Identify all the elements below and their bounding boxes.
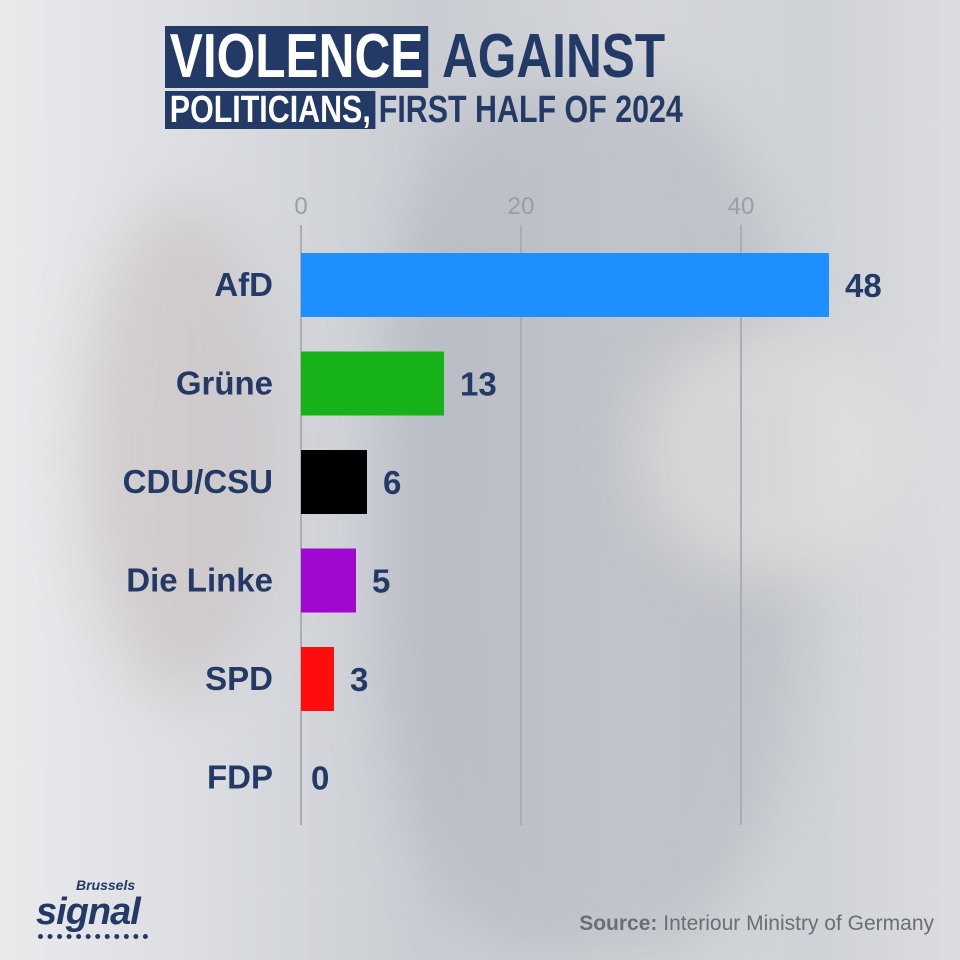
category-label: Grüne [176, 365, 273, 402]
logo-main-text: signal [36, 891, 141, 933]
category-label: Die Linke [126, 562, 273, 599]
bar [301, 548, 356, 613]
category-label: CDU/CSU [123, 463, 273, 500]
data-label: 5 [372, 563, 390, 600]
source-label: Source: [579, 912, 658, 935]
category-label: AfD [214, 266, 273, 303]
bar [301, 647, 334, 711]
subtitle-highlight: POLITICIANS, [165, 91, 376, 129]
source-text: Interiour Ministry of Germany [663, 912, 934, 935]
title-highlight: VIOLENCE [165, 26, 429, 88]
data-label: 48 [845, 267, 882, 304]
data-label: 13 [460, 366, 497, 403]
title-line-2: POLITICIANS, FIRST HALF OF 2024 [165, 91, 683, 129]
data-label: 0 [311, 760, 329, 797]
bar [301, 450, 367, 514]
x-tick-label: 0 [294, 193, 307, 220]
title-line-1: VIOLENCE AGAINST [165, 26, 665, 88]
background-hand [640, 320, 900, 580]
x-tick-label: 20 [508, 193, 535, 220]
bar [301, 253, 829, 317]
x-tick-label: 40 [728, 193, 755, 220]
data-label: 3 [350, 661, 368, 698]
logo-top-text: Brussels [76, 877, 136, 893]
title-text: AGAINST [441, 22, 666, 91]
subtitle-text: FIRST HALF OF 2024 [378, 89, 683, 131]
brussels-signal-logo: Brussels signal [36, 878, 166, 948]
logo-dots [38, 934, 148, 939]
category-label: FDP [207, 759, 273, 796]
bar [301, 351, 444, 416]
data-label: 6 [383, 464, 401, 501]
background-person [80, 200, 280, 700]
category-label: SPD [205, 660, 273, 697]
source-note: Source: Interiour Ministry of Germany [579, 912, 934, 936]
